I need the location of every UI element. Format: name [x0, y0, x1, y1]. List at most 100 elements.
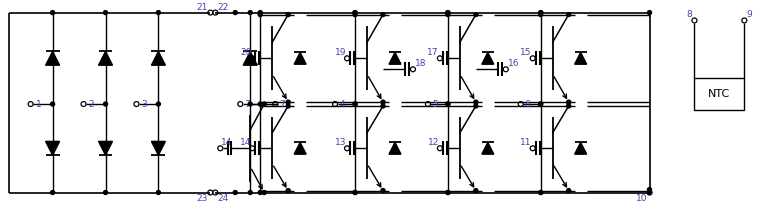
Circle shape [104, 11, 108, 15]
Circle shape [539, 191, 542, 194]
Circle shape [567, 100, 571, 104]
Polygon shape [389, 52, 401, 64]
Circle shape [381, 188, 385, 193]
Polygon shape [481, 142, 494, 154]
Circle shape [233, 191, 237, 194]
Circle shape [258, 13, 262, 16]
Circle shape [353, 11, 357, 15]
Polygon shape [46, 52, 60, 65]
Text: 14: 14 [240, 138, 251, 147]
Circle shape [258, 191, 262, 194]
Text: 4: 4 [339, 99, 345, 109]
Circle shape [104, 191, 108, 194]
Circle shape [353, 102, 357, 106]
Polygon shape [481, 52, 494, 64]
Text: 1: 1 [36, 99, 41, 109]
Circle shape [648, 11, 652, 15]
Circle shape [446, 11, 450, 15]
Text: 5: 5 [432, 99, 438, 109]
Text: 19: 19 [334, 48, 346, 57]
Circle shape [248, 102, 253, 106]
Text: 7: 7 [244, 99, 250, 109]
Circle shape [539, 11, 542, 15]
Circle shape [262, 191, 266, 194]
Text: 9: 9 [746, 11, 752, 20]
Text: 11: 11 [520, 138, 532, 147]
Circle shape [446, 102, 450, 106]
Text: 14: 14 [221, 138, 233, 147]
Circle shape [539, 102, 542, 106]
Circle shape [474, 13, 478, 16]
Circle shape [156, 191, 160, 194]
Polygon shape [389, 142, 401, 154]
Circle shape [446, 102, 450, 106]
Circle shape [50, 102, 55, 106]
Circle shape [446, 13, 450, 16]
Polygon shape [295, 142, 306, 154]
Circle shape [233, 11, 237, 15]
Circle shape [353, 191, 357, 194]
Text: NTC: NTC [708, 89, 730, 99]
Text: 16: 16 [507, 59, 520, 68]
Polygon shape [151, 141, 166, 155]
Circle shape [156, 11, 160, 15]
Circle shape [156, 102, 160, 106]
Text: 7: 7 [279, 99, 285, 109]
Polygon shape [295, 52, 306, 64]
Circle shape [648, 188, 652, 192]
Bar [694, 78, 745, 110]
Text: 8: 8 [687, 11, 693, 20]
Circle shape [286, 100, 290, 104]
Circle shape [286, 188, 290, 193]
Text: 2: 2 [89, 99, 94, 109]
Polygon shape [46, 141, 60, 155]
Circle shape [474, 104, 478, 108]
Text: 12: 12 [427, 138, 439, 147]
Circle shape [258, 102, 262, 106]
Circle shape [539, 11, 542, 15]
Polygon shape [243, 52, 257, 65]
Circle shape [353, 13, 357, 16]
Text: 13: 13 [334, 138, 346, 147]
Circle shape [648, 191, 652, 194]
Circle shape [446, 191, 450, 194]
Circle shape [381, 13, 385, 16]
Polygon shape [575, 52, 587, 64]
Circle shape [353, 102, 357, 106]
Text: 21: 21 [196, 3, 208, 12]
Circle shape [567, 104, 571, 108]
Circle shape [262, 102, 266, 106]
Text: 10: 10 [636, 193, 648, 202]
Polygon shape [575, 142, 587, 154]
Polygon shape [151, 52, 166, 65]
Circle shape [474, 100, 478, 104]
Circle shape [446, 11, 450, 15]
Text: 18: 18 [415, 59, 427, 68]
Text: 22: 22 [217, 3, 229, 12]
Text: 15: 15 [520, 48, 532, 57]
Circle shape [567, 188, 571, 193]
Polygon shape [98, 52, 112, 65]
Text: 3: 3 [141, 99, 147, 109]
Text: 6: 6 [525, 99, 530, 109]
Circle shape [353, 191, 357, 194]
Text: 23: 23 [196, 193, 208, 202]
Circle shape [446, 191, 450, 194]
Circle shape [567, 13, 571, 16]
Circle shape [539, 191, 542, 194]
Circle shape [104, 102, 108, 106]
Circle shape [539, 13, 542, 16]
Polygon shape [98, 141, 112, 155]
Circle shape [353, 11, 357, 15]
Circle shape [286, 13, 290, 16]
Circle shape [286, 104, 290, 108]
Circle shape [381, 104, 385, 108]
Circle shape [248, 11, 253, 15]
Circle shape [248, 191, 253, 194]
Text: 24: 24 [217, 193, 229, 202]
Circle shape [474, 188, 478, 193]
Circle shape [50, 11, 55, 15]
Circle shape [381, 100, 385, 104]
Text: 17: 17 [427, 48, 439, 57]
Circle shape [50, 191, 55, 194]
